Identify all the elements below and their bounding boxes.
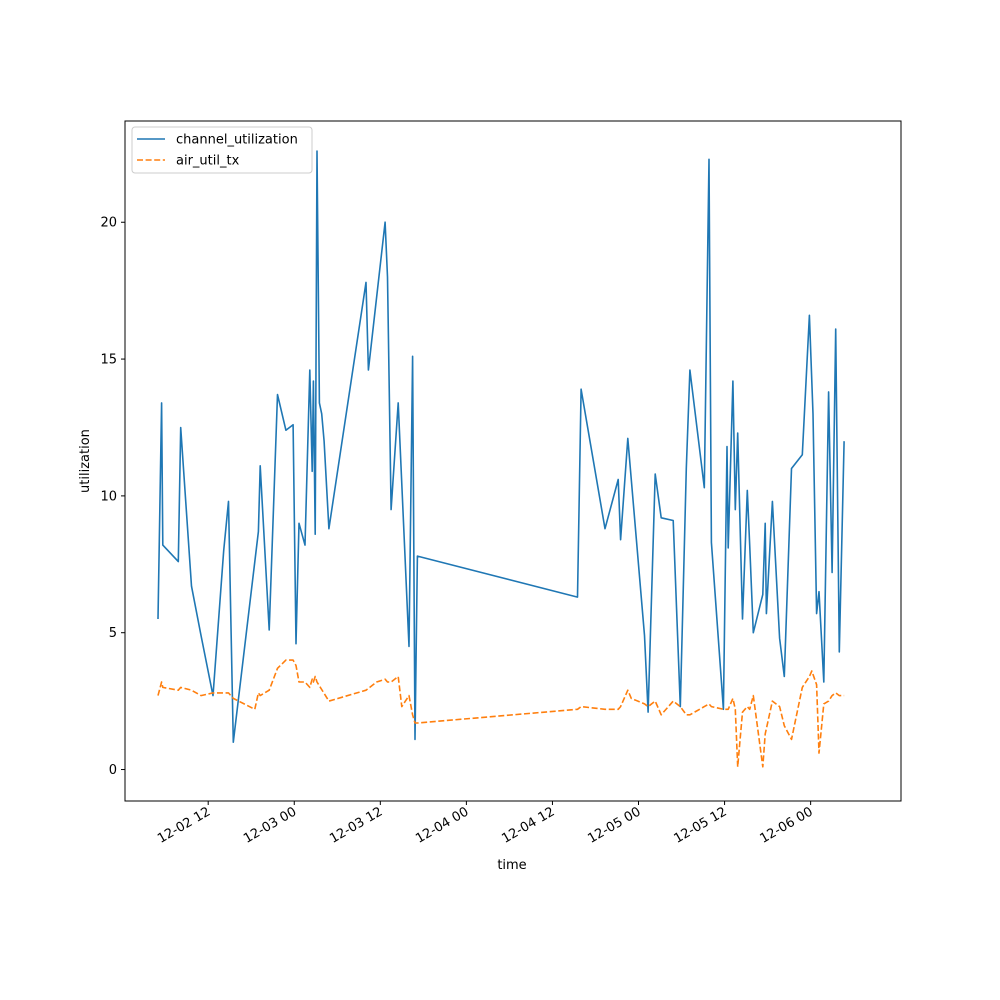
series-line-channel-utilization	[157, 150, 845, 743]
series-line-air-util-tx	[157, 659, 845, 768]
y-tick-label: 15	[100, 353, 117, 368]
y-tick-label: 5	[109, 626, 117, 641]
x-axis-label: time	[497, 858, 526, 873]
y-tick-label: 20	[100, 216, 117, 231]
y-tick-label: 10	[100, 489, 117, 504]
plot-frame	[124, 120, 902, 802]
legend-label: air_util_tx	[176, 154, 240, 169]
legend-label: channel_utilization	[176, 133, 298, 148]
legend-box	[131, 126, 313, 174]
y-tick-label: 0	[109, 763, 117, 778]
y-axis-label: utilization	[78, 429, 93, 493]
